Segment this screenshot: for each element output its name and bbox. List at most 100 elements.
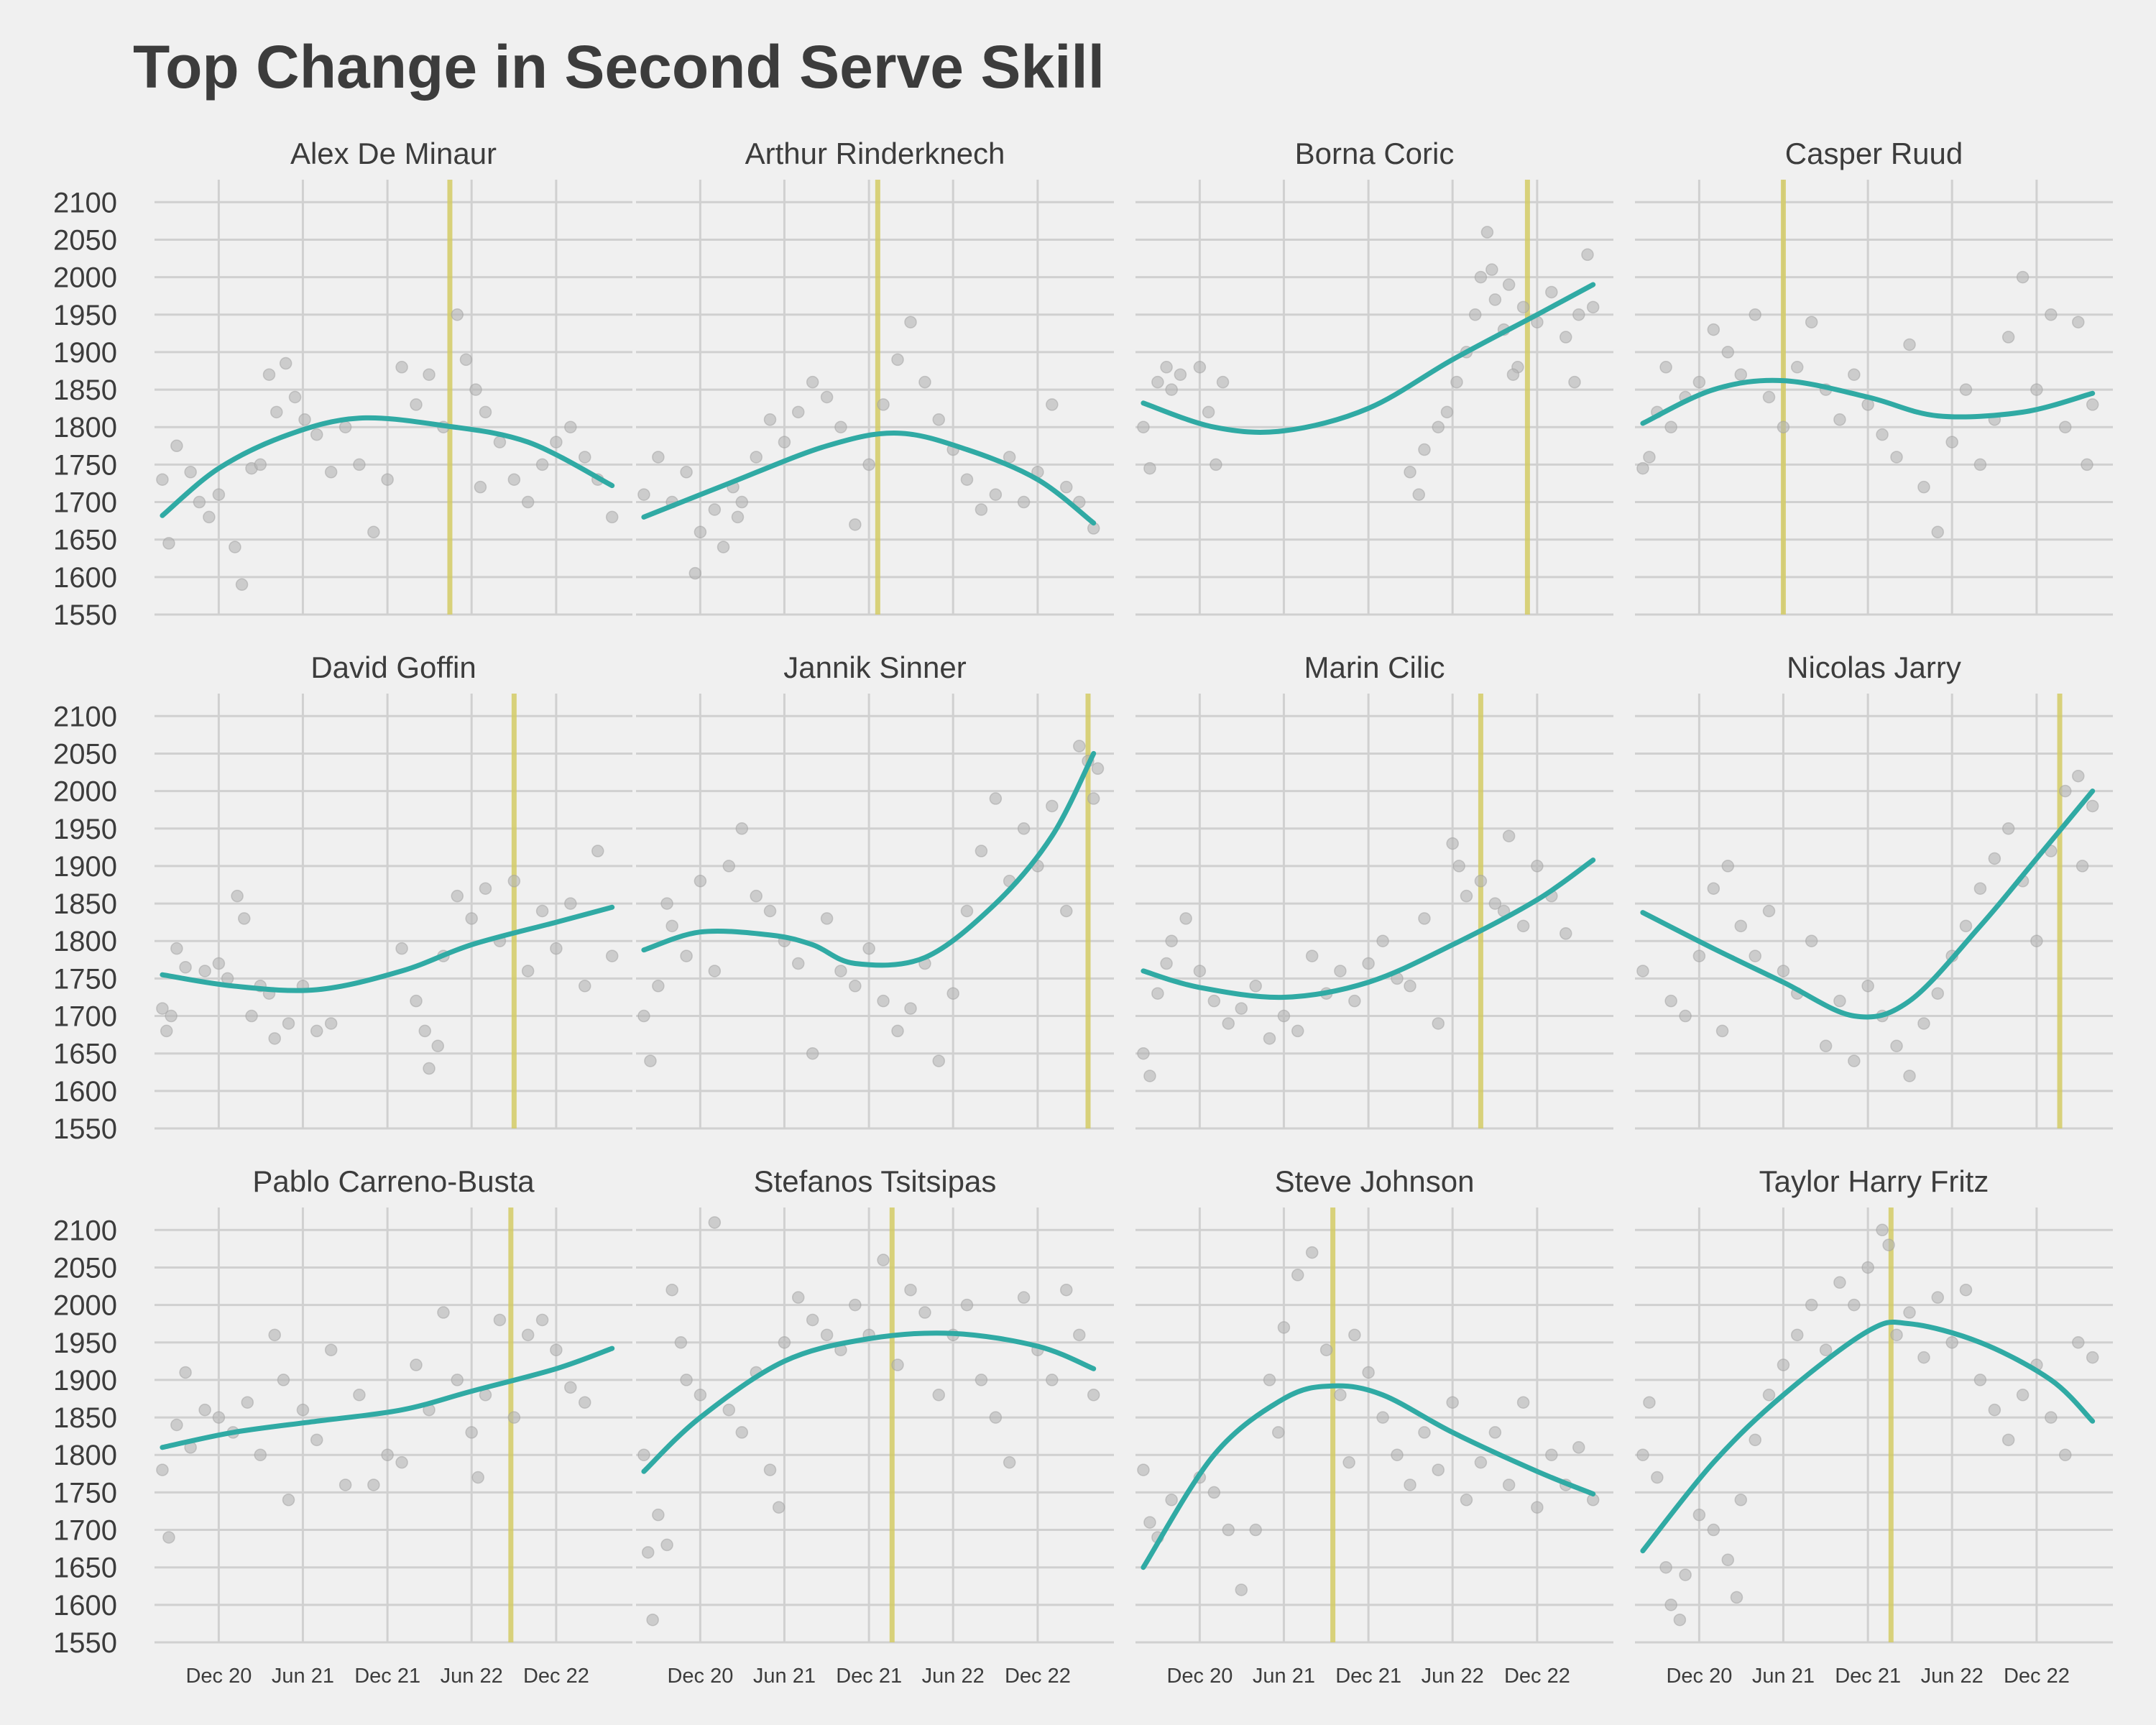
- data-point: [1651, 1471, 1664, 1484]
- x-tick-label: Dec 20: [1666, 1665, 1732, 1688]
- data-point: [156, 1002, 169, 1015]
- data-point: [212, 957, 226, 970]
- data-point: [1017, 495, 1031, 509]
- data-point: [1790, 361, 1804, 374]
- data-point: [1143, 461, 1156, 475]
- data-point: [1692, 949, 1706, 962]
- data-point: [1819, 1039, 1833, 1053]
- data-point: [1882, 1238, 1895, 1251]
- data-point: [381, 1448, 394, 1461]
- data-point: [932, 413, 946, 426]
- panel-steve-johnson: Steve Johnson Dec 20 Jun 21 Dec 21 Jun 22 Dec…: [1135, 1164, 1613, 1688]
- panel-title: David Goffin: [310, 650, 476, 684]
- data-point: [2081, 458, 2093, 472]
- y-tick-label: 1800: [53, 412, 117, 443]
- data-point: [2059, 420, 2072, 433]
- data-point: [1460, 1494, 1473, 1506]
- data-point: [521, 965, 535, 978]
- data-point: [1664, 1598, 1677, 1611]
- data-point: [1749, 308, 1761, 321]
- y-tick-label: 1850: [53, 374, 117, 406]
- data-point: [451, 1374, 464, 1386]
- data-point: [1249, 980, 1262, 993]
- data-point: [1418, 1426, 1431, 1439]
- panel-title: Alex De Minaur: [290, 137, 497, 170]
- data-point: [849, 518, 862, 531]
- y-tick-label: 1550: [53, 599, 117, 631]
- data-point: [750, 451, 763, 464]
- data-point: [665, 919, 678, 933]
- data-point: [877, 994, 890, 1008]
- panel-david-goffin: David Goffin 1550 1600 1650 1700 1750 1800 1850…: [53, 650, 632, 1145]
- data-point: [605, 510, 619, 524]
- trend-line: [1141, 857, 1596, 1000]
- y-tick-label: 1800: [53, 1440, 117, 1471]
- data-point: [1207, 994, 1221, 1008]
- data-point: [268, 1032, 281, 1045]
- data-point: [1073, 1328, 1086, 1342]
- data-point: [1305, 1246, 1319, 1259]
- data-point: [1179, 912, 1192, 925]
- panel-alex-de-minaur: Alex De Minaur 1550 1600 1650 1700 1750 1800 18…: [53, 137, 632, 631]
- data-point: [946, 987, 959, 1000]
- x-tick-label: Dec 21: [836, 1665, 902, 1688]
- data-point: [2059, 784, 2072, 798]
- data-point: [1664, 994, 1677, 1008]
- data-point: [1945, 436, 1958, 448]
- data-point: [1271, 1426, 1285, 1439]
- data-point: [1777, 420, 1790, 433]
- y-tick-label: 2100: [53, 1215, 117, 1246]
- data-point: [1876, 1223, 1889, 1237]
- y-tick-label: 1650: [53, 1039, 117, 1070]
- data-point: [1848, 368, 1861, 381]
- data-point: [1073, 740, 1086, 753]
- data-point: [170, 1418, 183, 1432]
- data-point: [1450, 375, 1463, 389]
- data-point: [591, 845, 604, 857]
- data-point: [1692, 1508, 1706, 1522]
- data-point: [423, 1062, 436, 1075]
- data-point: [310, 1433, 323, 1447]
- data-point: [1917, 1017, 1930, 1030]
- y-tick-label: 1700: [53, 487, 117, 519]
- data-point: [1643, 451, 1656, 464]
- data-point: [298, 413, 311, 426]
- x-tick-label: Dec 22: [2004, 1665, 2070, 1688]
- data-point: [778, 436, 791, 448]
- data-point: [179, 960, 192, 974]
- data-point: [1432, 1017, 1445, 1030]
- data-point: [521, 1328, 535, 1342]
- data-point: [791, 1291, 805, 1304]
- y-tick-label: 1750: [53, 1477, 117, 1509]
- y-tick-label: 1850: [53, 1402, 117, 1434]
- data-point: [212, 1411, 226, 1424]
- y-tick-label: 2050: [53, 738, 117, 770]
- data-point: [891, 1358, 904, 1371]
- data-point: [680, 1374, 693, 1386]
- trend-line: [641, 1330, 1097, 1474]
- data-point: [170, 439, 183, 453]
- data-point: [474, 480, 487, 494]
- trend-line: [160, 904, 615, 993]
- data-point: [1404, 1478, 1416, 1491]
- data-point: [451, 308, 464, 321]
- data-point: [660, 1538, 673, 1552]
- data-point: [1446, 1396, 1459, 1409]
- data-point: [1376, 934, 1389, 947]
- data-point: [688, 566, 702, 580]
- data-point: [605, 949, 619, 962]
- data-point: [229, 540, 241, 553]
- data-point: [1151, 375, 1164, 389]
- data-point: [694, 1389, 707, 1402]
- data-point: [550, 1343, 563, 1356]
- data-point: [179, 1366, 192, 1379]
- panel-title: Jannik Sinner: [783, 650, 966, 684]
- panel-title: Casper Ruud: [1785, 137, 1963, 170]
- data-point: [2072, 1336, 2085, 1349]
- data-point: [170, 942, 183, 955]
- data-point: [1945, 1336, 1958, 1349]
- data-point: [1046, 799, 1059, 813]
- data-point: [652, 980, 665, 993]
- data-point: [806, 375, 819, 389]
